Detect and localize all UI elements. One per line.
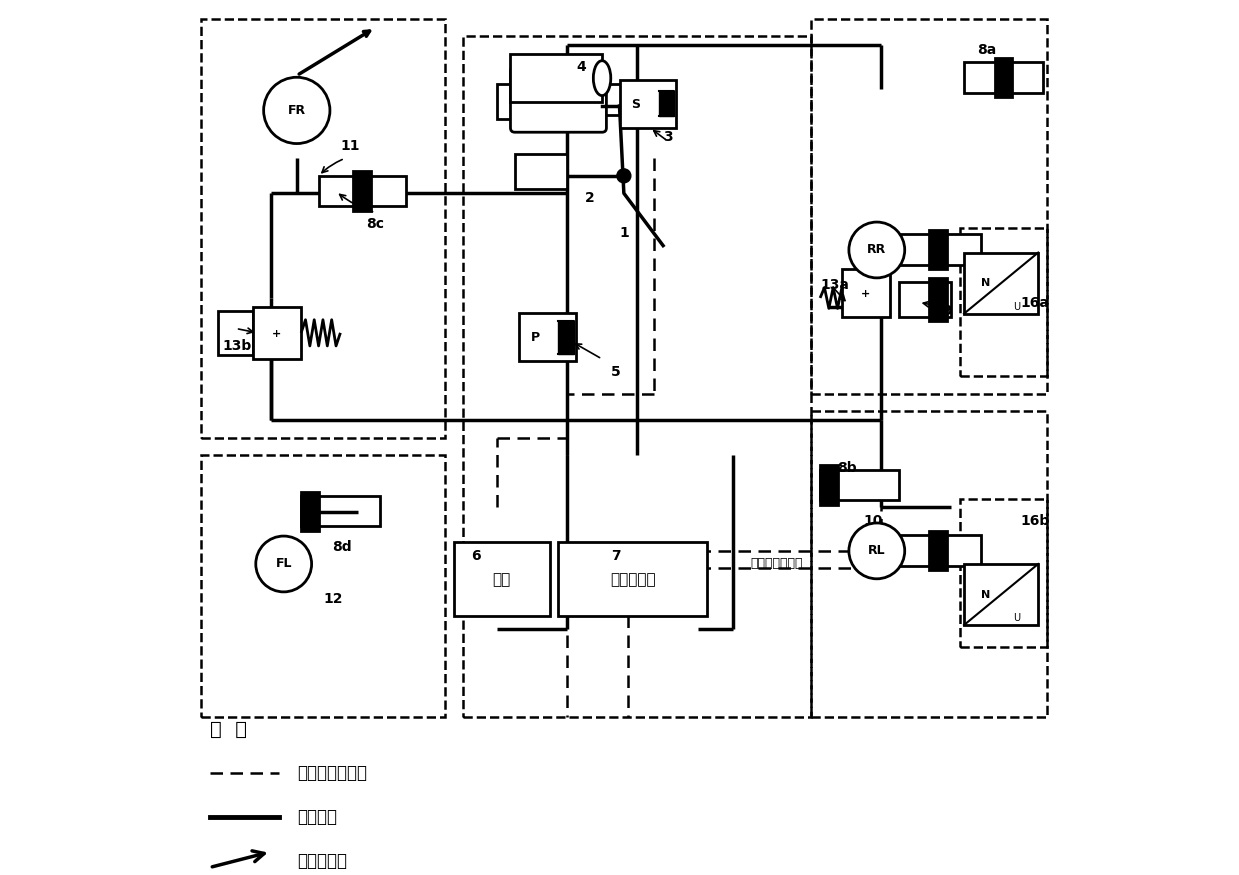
Text: RR: RR — [867, 243, 886, 256]
Text: 16a: 16a — [1021, 296, 1049, 310]
Text: 5: 5 — [611, 366, 621, 380]
Text: P: P — [532, 331, 540, 344]
Bar — [497, 84, 533, 119]
Bar — [843, 270, 890, 317]
Bar — [510, 53, 602, 102]
Text: U: U — [1012, 302, 1020, 312]
Bar — [318, 176, 406, 206]
Text: 8a: 8a — [978, 43, 996, 57]
Text: 13a: 13a — [820, 278, 849, 292]
Text: FR: FR — [287, 104, 306, 117]
Bar — [301, 492, 318, 531]
Bar — [620, 80, 676, 128]
Bar — [820, 470, 898, 500]
Text: 1: 1 — [620, 226, 629, 240]
Bar — [929, 230, 947, 270]
Text: 11: 11 — [341, 138, 359, 152]
Text: N: N — [981, 590, 990, 599]
Bar — [960, 228, 1047, 376]
Circle shape — [849, 222, 904, 278]
Text: 制动控制器: 制动控制器 — [610, 572, 655, 587]
Bar — [218, 311, 253, 354]
Text: 制动管路: 制动管路 — [297, 808, 337, 826]
Text: +: + — [273, 329, 281, 339]
FancyBboxPatch shape — [510, 66, 606, 132]
Bar — [929, 531, 947, 570]
Bar — [559, 542, 706, 616]
Bar — [519, 312, 576, 360]
Text: 12: 12 — [323, 592, 342, 606]
Text: 4: 4 — [576, 60, 586, 74]
Bar — [812, 19, 1047, 394]
Bar — [201, 455, 445, 717]
Text: 9: 9 — [942, 304, 952, 318]
Bar — [898, 234, 981, 265]
Text: 10: 10 — [864, 514, 883, 528]
Bar — [898, 283, 952, 317]
Bar — [964, 253, 1038, 313]
Bar — [353, 172, 370, 211]
Text: 至其它电控系统: 至其它电控系统 — [751, 557, 803, 570]
Text: 3: 3 — [663, 130, 673, 144]
Bar — [898, 536, 981, 566]
Text: 8b: 8b — [838, 461, 857, 475]
Bar — [929, 278, 947, 321]
Bar — [964, 62, 1042, 93]
Text: U: U — [1012, 613, 1020, 623]
Polygon shape — [659, 91, 674, 116]
Bar — [201, 19, 445, 438]
Bar — [253, 306, 301, 359]
Text: 制动力方向: 制动力方向 — [297, 851, 347, 870]
Polygon shape — [559, 320, 574, 354]
Text: 2: 2 — [585, 191, 595, 205]
Bar — [812, 411, 1047, 717]
Circle shape — [255, 536, 311, 592]
Bar — [515, 154, 567, 189]
Text: N: N — [981, 278, 990, 288]
Circle shape — [617, 169, 631, 183]
Bar — [820, 466, 838, 505]
Text: 16b: 16b — [1021, 514, 1049, 528]
Text: 图  例: 图 例 — [209, 720, 247, 739]
Bar — [995, 58, 1012, 97]
Text: 信号线和电源线: 信号线和电源线 — [297, 764, 367, 782]
Bar — [602, 84, 633, 115]
Text: S: S — [632, 98, 641, 111]
Text: 6: 6 — [471, 549, 481, 563]
Text: 13b: 13b — [223, 340, 252, 354]
Bar — [964, 564, 1038, 625]
Bar — [301, 496, 379, 527]
Text: FL: FL — [275, 557, 292, 570]
Text: 8d: 8d — [332, 540, 352, 554]
Text: 8c: 8c — [367, 217, 384, 231]
Text: +: + — [861, 289, 870, 298]
Text: RL: RL — [869, 544, 886, 557]
Bar — [960, 499, 1047, 647]
Text: 电源: 电源 — [493, 572, 510, 587]
Bar — [462, 36, 812, 717]
Ellipse shape — [593, 60, 611, 95]
Bar — [533, 75, 602, 128]
Text: 7: 7 — [611, 549, 621, 563]
Bar — [453, 542, 550, 616]
Circle shape — [264, 77, 330, 144]
Circle shape — [849, 523, 904, 578]
